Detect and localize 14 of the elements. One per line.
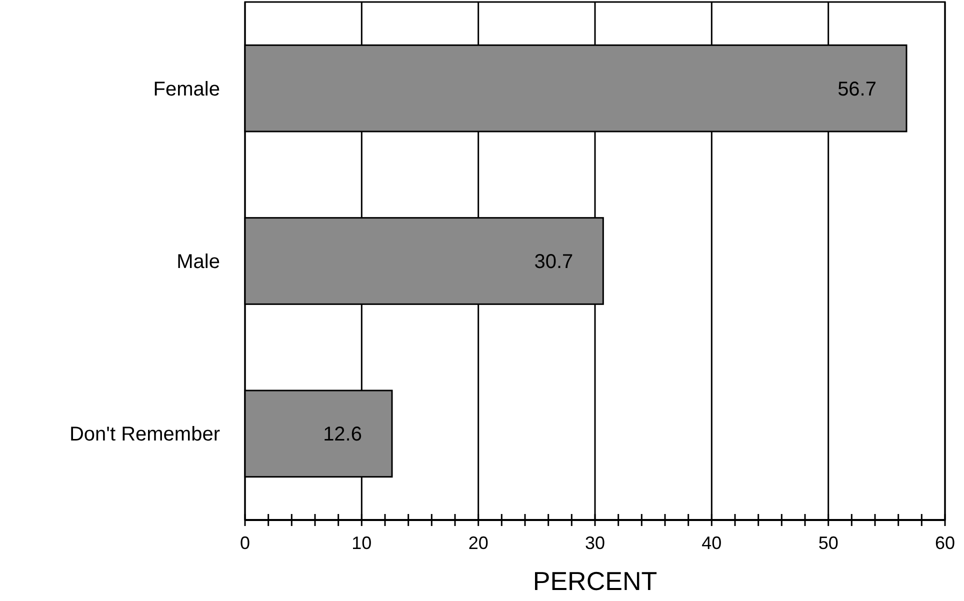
x-tick-label: 30 <box>584 532 606 553</box>
x-tick-label: 10 <box>352 532 372 553</box>
x-tick-label: 40 <box>702 532 722 553</box>
y-tick-label: Male <box>176 251 220 273</box>
y-tick-label: Female <box>153 78 220 100</box>
data-label: 12.6 <box>323 424 362 446</box>
x-tick-label: 0 <box>240 532 250 553</box>
x-tick-label: 50 <box>818 532 838 553</box>
data-label: 56.7 <box>838 78 876 100</box>
y-tick-label: Don't Remember <box>69 424 220 446</box>
data-label: 30.7 <box>534 251 574 273</box>
x-tick-label: 60 <box>934 532 956 553</box>
x-tick-label: 20 <box>468 532 488 553</box>
x-axis-title: PERCENT <box>532 566 658 596</box>
